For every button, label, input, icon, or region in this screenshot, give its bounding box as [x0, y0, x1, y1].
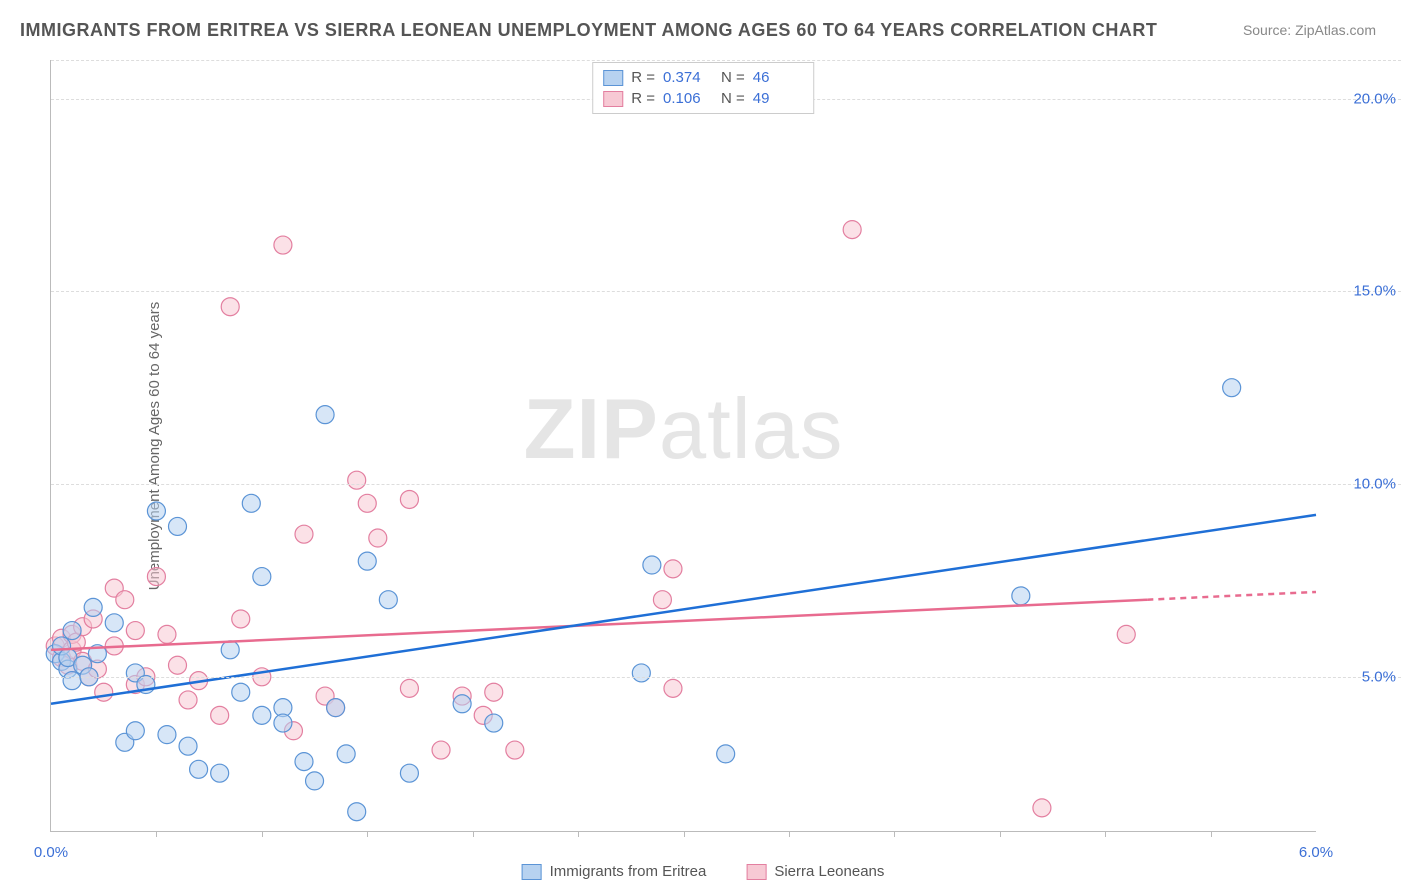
legend-item-b: Sierra Leoneans: [746, 863, 884, 880]
r-label: R =: [631, 69, 655, 86]
n-value-b: 49: [753, 90, 803, 107]
swatch-series-b: [603, 91, 623, 107]
stats-row-series-a: R = 0.374 N = 46: [603, 67, 803, 88]
series-legend: Immigrants from Eritrea Sierra Leoneans: [522, 863, 885, 880]
n-value-a: 46: [753, 69, 803, 86]
legend-item-a: Immigrants from Eritrea: [522, 863, 707, 880]
r-value-a: 0.374: [663, 69, 713, 86]
source-attribution: Source: ZipAtlas.com: [1243, 22, 1376, 38]
swatch-series-a-icon: [522, 864, 542, 880]
stats-legend-box: R = 0.374 N = 46 R = 0.106 N = 49: [592, 62, 814, 114]
legend-label-b: Sierra Leoneans: [774, 863, 884, 880]
swatch-series-b-icon: [746, 864, 766, 880]
r-value-b: 0.106: [663, 90, 713, 107]
scatter-plot-svg: [51, 60, 1316, 831]
stats-row-series-b: R = 0.106 N = 49: [603, 88, 803, 109]
n-label: N =: [721, 90, 745, 107]
chart-plot-area: ZIPatlas 5.0%10.0%15.0%20.0%0.0%6.0%: [50, 60, 1316, 832]
legend-label-a: Immigrants from Eritrea: [550, 863, 707, 880]
chart-title: IMMIGRANTS FROM ERITREA VS SIERRA LEONEA…: [20, 20, 1157, 41]
n-label: N =: [721, 69, 745, 86]
swatch-series-a: [603, 70, 623, 86]
r-label: R =: [631, 90, 655, 107]
